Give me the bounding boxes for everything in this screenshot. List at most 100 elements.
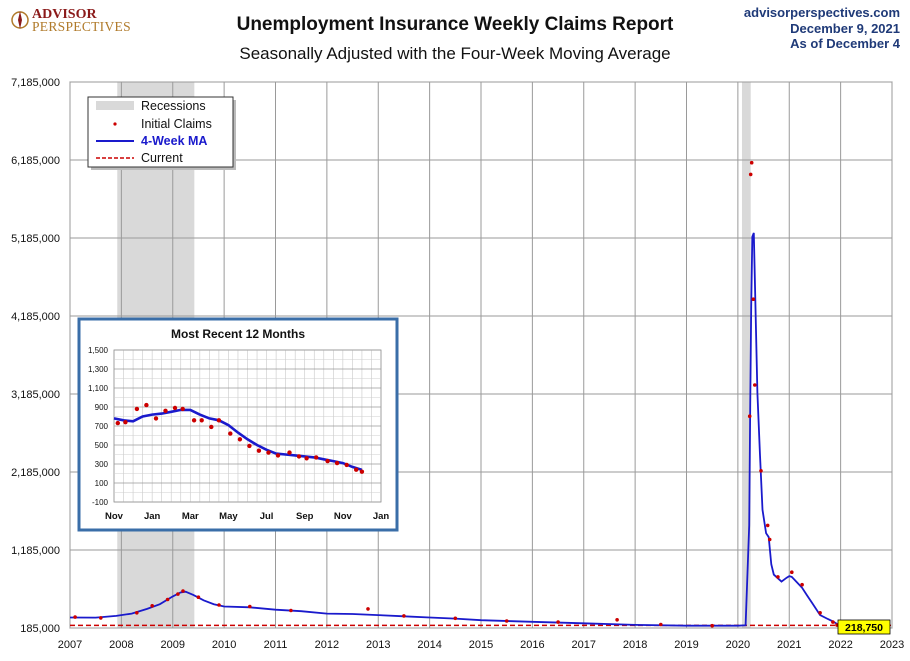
initial-claims-point-6 — [181, 589, 185, 593]
inset-x-tick-1: Jan — [144, 511, 161, 522]
as-of-date: As of December 4 — [790, 36, 901, 51]
inset-y-tick-8: -100 — [92, 498, 109, 507]
initial-claims-point-17 — [659, 622, 663, 627]
inset-claims-point-13 — [237, 437, 243, 442]
brand-line2: PERSPECTIVES — [32, 19, 131, 34]
brand-logo: ADVISOR PERSPECTIVES — [11, 7, 131, 34]
inset-claims-point-21 — [314, 455, 319, 460]
legend-ma: 4-Week MA — [141, 134, 207, 148]
initial-claims-point-5 — [176, 592, 180, 596]
inset-claims-point-10 — [209, 424, 214, 430]
initial-claims-point-3 — [150, 604, 154, 608]
x-tick-2013: 2013 — [366, 639, 390, 651]
y-tick-3: 3,185,000 — [11, 389, 60, 401]
x-tick-2012: 2012 — [315, 639, 339, 651]
inset-claims-point-22 — [325, 458, 330, 464]
initial-claims-point-21 — [749, 160, 754, 165]
recession-band-1 — [741, 82, 751, 628]
grid — [69, 81, 893, 629]
x-tick-2022: 2022 — [828, 639, 852, 651]
inset-x-tick-6: Nov — [334, 511, 353, 522]
x-tick-2023: 2023 — [880, 639, 904, 651]
x-tick-2016: 2016 — [520, 639, 544, 651]
inset-claims-point-12 — [228, 431, 233, 436]
initial-claims-point-8 — [217, 603, 221, 607]
compass-needle — [18, 11, 22, 29]
initial-claims-point-13 — [453, 616, 458, 621]
initial-claims-point-31 — [831, 620, 835, 624]
inset-claims-point-14 — [247, 443, 252, 449]
legend-recessions: Recessions — [141, 99, 206, 113]
inset-claims-point-5 — [163, 408, 168, 413]
site-link[interactable]: advisorperspectives.com — [744, 5, 900, 20]
inset-y-tick-2: 1,100 — [88, 384, 109, 393]
legend-initial-claims: Initial Claims — [141, 117, 212, 131]
inset-claims-point-9 — [199, 418, 204, 423]
x-tick-2010: 2010 — [212, 639, 236, 651]
y-tick-7: 7,185,000 — [11, 77, 60, 89]
axes: 2007 2008 2009 2010 2011 2012 2013 2014 2015 2016… — [11, 77, 904, 651]
y-tick-2: 2,185,000 — [11, 467, 60, 479]
x-tick-2020: 2020 — [726, 639, 750, 651]
inset-series — [113, 402, 365, 474]
inset-x-tick-3: May — [219, 511, 238, 522]
legend-claims-marker — [113, 122, 117, 126]
inset-claims-point-19 — [296, 454, 302, 459]
inset-y-tick-0: 1,500 — [88, 346, 109, 355]
x-tick-2021: 2021 — [777, 639, 801, 651]
legend: Recessions Initial Claims 4-Week MA Curr… — [87, 96, 236, 170]
initial-claims-point-26 — [767, 537, 772, 542]
current-value-box — [837, 619, 891, 635]
inset-claims-point-25 — [354, 467, 359, 472]
series — [69, 160, 892, 628]
initial-claims-point-30 — [818, 611, 822, 615]
inset-x-tick-7: Jan — [373, 511, 390, 522]
initial-claims-point-19 — [747, 414, 752, 419]
legend-recession-swatch — [96, 101, 134, 110]
inset-claims-point-1 — [123, 420, 128, 425]
inset-title: Most Recent 12 Months — [171, 327, 305, 341]
initial-claims-point-11 — [366, 607, 370, 611]
initial-claims-point-20 — [748, 172, 753, 177]
inset-claims-point-26 — [359, 469, 365, 474]
inset-claims-point-16 — [266, 450, 271, 455]
initial-claims-point-0 — [73, 615, 77, 619]
initial-claims-point-14 — [504, 619, 509, 623]
y-tick-5: 5,185,000 — [11, 233, 60, 245]
initial-claims-point-28 — [790, 570, 794, 574]
initial-claims-point-9 — [248, 604, 252, 609]
inset-claims-point-7 — [180, 406, 185, 412]
inset-claims-point-15 — [256, 448, 262, 453]
current-value-text: 218,750 — [845, 622, 883, 634]
initial-claims-point-1 — [99, 616, 103, 620]
initial-claims-point-2 — [135, 611, 139, 615]
inset-y-tick-1: 1,300 — [88, 365, 109, 374]
initial-claims-point-4 — [165, 597, 170, 602]
inset-y-tick-5: 500 — [95, 441, 109, 450]
brand-line1: ADVISOR — [32, 7, 97, 22]
inset-claims-point-24 — [344, 462, 349, 468]
x-tick-2019: 2019 — [674, 639, 698, 651]
initial-claims-point-7 — [196, 595, 201, 599]
chart-subtitle: Seasonally Adjusted with the Four-Week M… — [239, 44, 670, 63]
inset-y-tick-7: 100 — [95, 479, 109, 488]
inset-claims-point-3 — [144, 402, 149, 408]
initial-claims-point-25 — [765, 523, 770, 528]
inset-claims-point-17 — [275, 453, 281, 458]
initial-claims-point-23 — [753, 383, 757, 387]
initial-claims-point-12 — [402, 614, 406, 618]
initial-claims-point-10 — [289, 608, 293, 613]
inset-chart: Most Recent 12 Months 1,500 1,300 1,100 900… — [77, 317, 399, 532]
x-tick-2014: 2014 — [417, 639, 441, 651]
x-tick-2008: 2008 — [109, 639, 133, 651]
y-tick-6: 6,185,000 — [11, 155, 60, 167]
inset-y-tick-6: 300 — [95, 460, 109, 469]
inset-y-tick-3: 900 — [95, 403, 109, 412]
x-tick-2018: 2018 — [623, 639, 647, 651]
inset-claims-point-8 — [191, 418, 197, 423]
chart-title: Unemployment Insurance Weekly Claims Rep… — [237, 14, 674, 35]
x-tick-2009: 2009 — [161, 639, 185, 651]
inset-x-tick-2: Mar — [182, 511, 199, 522]
report-date: December 9, 2021 — [790, 21, 900, 36]
